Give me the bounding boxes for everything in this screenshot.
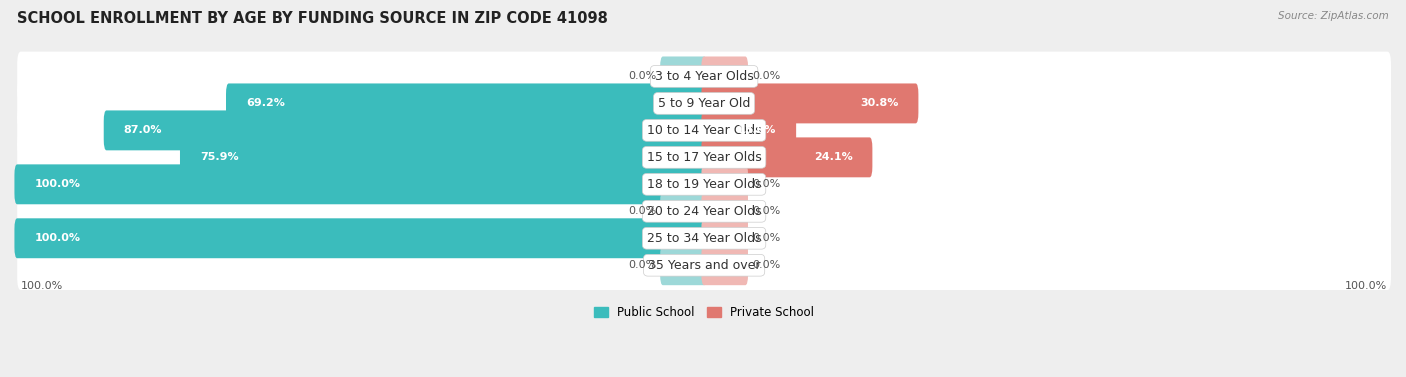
Text: 5 to 9 Year Old: 5 to 9 Year Old <box>658 97 751 110</box>
FancyBboxPatch shape <box>17 52 1391 101</box>
FancyBboxPatch shape <box>661 245 707 285</box>
FancyBboxPatch shape <box>14 218 707 258</box>
Text: SCHOOL ENROLLMENT BY AGE BY FUNDING SOURCE IN ZIP CODE 41098: SCHOOL ENROLLMENT BY AGE BY FUNDING SOUR… <box>17 11 607 26</box>
Text: 0.0%: 0.0% <box>752 206 780 216</box>
Text: 0.0%: 0.0% <box>752 71 780 81</box>
FancyBboxPatch shape <box>226 83 707 123</box>
Text: 24.1%: 24.1% <box>814 152 852 162</box>
Text: 35 Years and over: 35 Years and over <box>648 259 761 272</box>
Text: 0.0%: 0.0% <box>752 233 780 243</box>
Text: 20 to 24 Year Olds: 20 to 24 Year Olds <box>647 205 762 218</box>
FancyBboxPatch shape <box>14 164 707 204</box>
Text: 30.8%: 30.8% <box>860 98 898 109</box>
FancyBboxPatch shape <box>702 218 748 258</box>
Text: 0.0%: 0.0% <box>752 260 780 270</box>
Text: 100.0%: 100.0% <box>34 233 80 243</box>
FancyBboxPatch shape <box>661 192 707 231</box>
FancyBboxPatch shape <box>702 83 918 123</box>
FancyBboxPatch shape <box>180 137 707 177</box>
Text: 87.0%: 87.0% <box>124 126 162 135</box>
Text: 0.0%: 0.0% <box>627 206 657 216</box>
FancyBboxPatch shape <box>17 241 1391 290</box>
FancyBboxPatch shape <box>702 245 748 285</box>
Text: 15 to 17 Year Olds: 15 to 17 Year Olds <box>647 151 762 164</box>
FancyBboxPatch shape <box>17 187 1391 236</box>
FancyBboxPatch shape <box>702 137 872 177</box>
FancyBboxPatch shape <box>702 192 748 231</box>
Text: Source: ZipAtlas.com: Source: ZipAtlas.com <box>1278 11 1389 21</box>
Text: 100.0%: 100.0% <box>21 281 63 291</box>
FancyBboxPatch shape <box>702 110 796 150</box>
Text: 10 to 14 Year Olds: 10 to 14 Year Olds <box>647 124 762 137</box>
Text: 13.0%: 13.0% <box>738 126 776 135</box>
Text: 0.0%: 0.0% <box>627 71 657 81</box>
FancyBboxPatch shape <box>702 57 748 97</box>
FancyBboxPatch shape <box>17 133 1391 182</box>
Text: 3 to 4 Year Olds: 3 to 4 Year Olds <box>655 70 754 83</box>
Text: 18 to 19 Year Olds: 18 to 19 Year Olds <box>647 178 762 191</box>
Legend: Public School, Private School: Public School, Private School <box>589 302 820 324</box>
FancyBboxPatch shape <box>17 78 1391 128</box>
Text: 100.0%: 100.0% <box>1346 281 1388 291</box>
FancyBboxPatch shape <box>17 159 1391 209</box>
Text: 75.9%: 75.9% <box>200 152 239 162</box>
FancyBboxPatch shape <box>702 164 748 204</box>
FancyBboxPatch shape <box>17 106 1391 155</box>
Text: 69.2%: 69.2% <box>246 98 285 109</box>
FancyBboxPatch shape <box>17 213 1391 263</box>
Text: 0.0%: 0.0% <box>627 260 657 270</box>
Text: 25 to 34 Year Olds: 25 to 34 Year Olds <box>647 232 762 245</box>
Text: 0.0%: 0.0% <box>752 179 780 189</box>
FancyBboxPatch shape <box>104 110 707 150</box>
FancyBboxPatch shape <box>661 57 707 97</box>
Text: 100.0%: 100.0% <box>34 179 80 189</box>
